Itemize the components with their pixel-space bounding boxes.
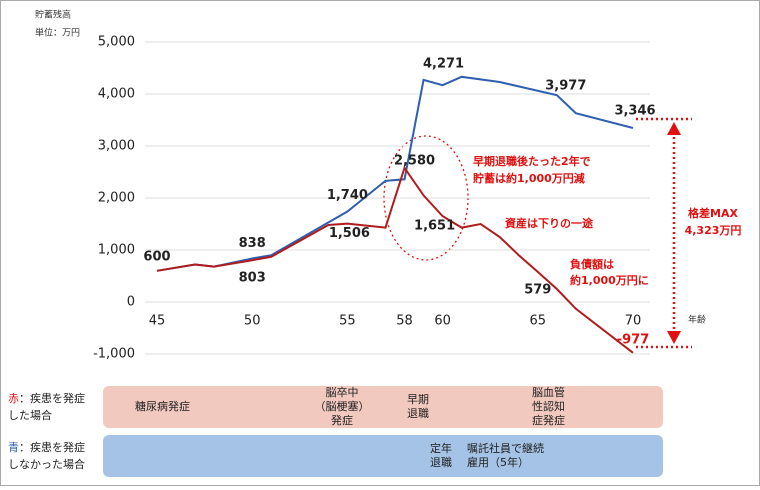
annotation: 約1,000万円に xyxy=(570,273,649,287)
x-tick-label: 65 xyxy=(530,314,547,329)
x-tick-label: 55 xyxy=(339,314,356,329)
series-line xyxy=(156,165,634,354)
x-tick-label: 70 xyxy=(625,314,642,329)
event-label: 性認知 xyxy=(532,399,565,413)
annotation: 早期退職後たった2年で xyxy=(473,154,591,168)
data-label: 838 xyxy=(239,236,266,251)
event-label: （脳梗塞） xyxy=(315,399,370,413)
event-label: 嘱託社員で継続 xyxy=(467,441,544,455)
data-label: 600 xyxy=(143,249,170,264)
data-label: 1,506 xyxy=(329,226,370,241)
y-tick-label: 3,000 xyxy=(98,139,135,154)
event-label: 発症 xyxy=(331,413,353,427)
unit-label: 単位：万円 xyxy=(35,27,80,39)
band-text: ：疾患を発症 xyxy=(19,391,85,405)
x-tick-label: 45 xyxy=(149,314,166,329)
event-label: 早期 xyxy=(407,393,429,406)
band-label: しなかった場合 xyxy=(8,457,85,471)
y-label: 貯蓄残高 xyxy=(35,9,71,21)
band-text: ：疾患を発症 xyxy=(19,440,85,454)
annotation: 貯蓄は約1,000万円減 xyxy=(473,171,585,185)
annotation: 負債額は xyxy=(570,257,614,271)
event-label: 糖尿病発症 xyxy=(135,399,190,413)
y-tick-label: 2,000 xyxy=(98,191,135,206)
y-tick-label: -1,000 xyxy=(93,347,135,362)
data-label: 1,740 xyxy=(327,188,368,203)
band-label: 赤：疾患を発症 xyxy=(8,391,85,405)
data-label: 2,580 xyxy=(394,153,435,168)
arrow-head xyxy=(667,331,681,344)
annotation: 4,323万円 xyxy=(685,224,742,237)
event-label: 症発症 xyxy=(532,413,565,427)
event-label: 雇用（5年） xyxy=(467,455,529,469)
band-marker: 青 xyxy=(8,441,19,454)
band-marker: 赤 xyxy=(8,392,19,405)
red-band xyxy=(103,386,663,428)
event-label: 定年 xyxy=(430,441,452,455)
arrow-head xyxy=(667,122,681,135)
y-tick-label: 0 xyxy=(127,295,135,310)
event-label: 退職 xyxy=(430,456,452,469)
y-tick-label: 5,000 xyxy=(98,35,135,50)
data-label: 579 xyxy=(524,282,551,297)
band-label: 青：疾患を発症 xyxy=(8,440,85,454)
data-label: 3,346 xyxy=(614,104,655,119)
blue-band xyxy=(103,435,663,477)
data-label: 4,271 xyxy=(423,56,464,71)
data-label: 3,977 xyxy=(545,79,586,94)
event-label: 脳血管 xyxy=(532,385,565,399)
y-tick-label: 4,000 xyxy=(98,87,135,102)
event-label: 退職 xyxy=(407,407,429,420)
data-label: 1,651 xyxy=(414,219,455,234)
event-label: 脳卒中 xyxy=(326,385,359,399)
y-tick-label: 1,000 xyxy=(98,243,135,258)
band-label: した場合 xyxy=(8,408,52,422)
annotation: 資産は下りの一途 xyxy=(505,216,594,230)
annotation: 格差MAX xyxy=(688,206,738,220)
x-tick-label: 50 xyxy=(244,314,261,329)
x-label: 年齢 xyxy=(688,314,706,326)
x-tick-label: 58 xyxy=(396,314,413,329)
data-label: 803 xyxy=(239,271,266,286)
data-label: -977 xyxy=(617,332,650,347)
x-tick-label: 60 xyxy=(434,314,451,329)
